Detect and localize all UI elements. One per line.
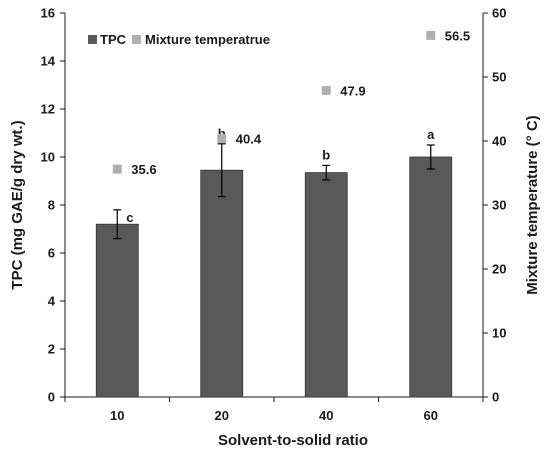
data-label-temperature: 40.4	[236, 131, 262, 146]
legend-swatch-mixture-temperature	[132, 35, 141, 44]
y2-tick-label: 40	[492, 134, 506, 149]
x-tick-label: 60	[424, 408, 438, 423]
x-axis-title: Solvent-to-solid ratio	[218, 432, 368, 449]
y-tick-label: 10	[41, 150, 55, 165]
y-tick-label: 2	[48, 342, 55, 357]
x-tick-label: 40	[319, 408, 333, 423]
y2-tick-label: 30	[492, 198, 506, 213]
significance-label: b	[322, 147, 330, 162]
legend-label-tpc: TPC	[100, 32, 127, 47]
y2-axis-title: Mixture temperature (° C)	[524, 115, 541, 294]
data-label-temperature: 35.6	[131, 162, 156, 177]
y-tick-label: 0	[48, 390, 55, 405]
y-tick-label: 16	[41, 6, 55, 21]
data-label-temperature: 56.5	[445, 28, 470, 43]
significance-label: c	[126, 210, 133, 225]
plot-area: 0 2 4 6 8 10 12 14 16 0 10 20 30 40 50 60 10 20 40 60 c b b a 35…	[41, 6, 507, 424]
x-tick-label: 20	[215, 408, 229, 423]
bar-tpc	[409, 156, 453, 398]
y2-tick-label: 20	[492, 262, 506, 277]
y-tick-label: 14	[41, 54, 56, 69]
y2-tick-label: 50	[492, 70, 506, 85]
legend-label-mixture-temperature: Mixture temperatrue	[145, 32, 270, 47]
point-temperature	[426, 30, 436, 40]
y2-tick-label: 10	[492, 326, 506, 341]
y-tick-label: 6	[48, 246, 55, 261]
legend-swatch-tpc	[88, 35, 97, 44]
bar-tpc	[304, 172, 348, 398]
y-tick-label: 4	[48, 294, 56, 309]
legend: TPC Mixture temperatrue	[88, 32, 270, 47]
point-temperature	[112, 164, 122, 174]
y-tick-label: 8	[48, 198, 55, 213]
x-tick-label: 10	[110, 408, 124, 423]
point-temperature	[321, 85, 331, 95]
bar-tpc	[200, 169, 244, 398]
y-axis-title: TPC (mg GAE/g dry wt.)	[9, 120, 26, 289]
significance-label: b	[218, 126, 226, 141]
data-label-temperature: 47.9	[340, 83, 365, 98]
significance-label: a	[427, 127, 435, 142]
y-tick-label: 12	[41, 102, 55, 117]
bar-tpc	[95, 223, 139, 398]
y2-tick-label: 0	[492, 390, 499, 405]
point-temperature	[217, 133, 227, 143]
y2-tick-label: 60	[492, 6, 506, 21]
